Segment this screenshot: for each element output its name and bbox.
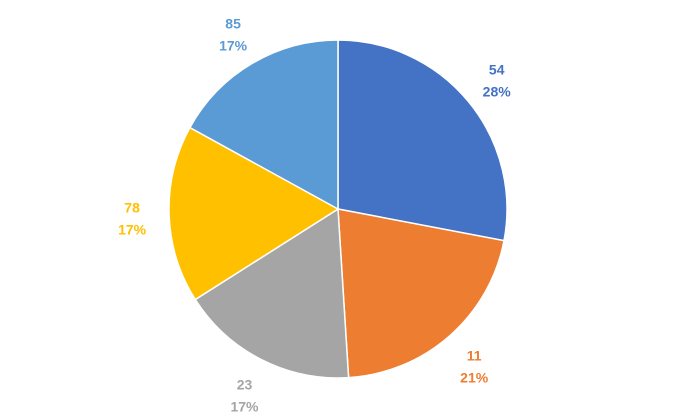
pie-slice-2 (194, 207, 350, 379)
data-label-value-3: 78 (124, 200, 140, 216)
data-label-percent-2: 17% (230, 399, 259, 415)
data-label-percent-4: 17% (219, 38, 248, 54)
data-label-value-4: 85 (225, 16, 241, 32)
data-label-value-1: 11 (467, 348, 482, 364)
pie-slices (168, 39, 508, 379)
data-label-value-0: 54 (489, 62, 505, 78)
pie-slice-3 (168, 126, 340, 301)
data-label-percent-1: 21% (460, 370, 489, 386)
pie-slice-1 (337, 208, 505, 379)
pie-labels: 54 28% 11 21% 23 17% 78 17% 85 17% (118, 16, 511, 415)
data-label-value-2: 23 (237, 377, 253, 393)
pie-slice-0 (337, 39, 508, 242)
pie-slice-4 (188, 39, 339, 211)
data-label-percent-0: 28% (483, 84, 512, 100)
data-label-percent-3: 17% (118, 222, 147, 238)
